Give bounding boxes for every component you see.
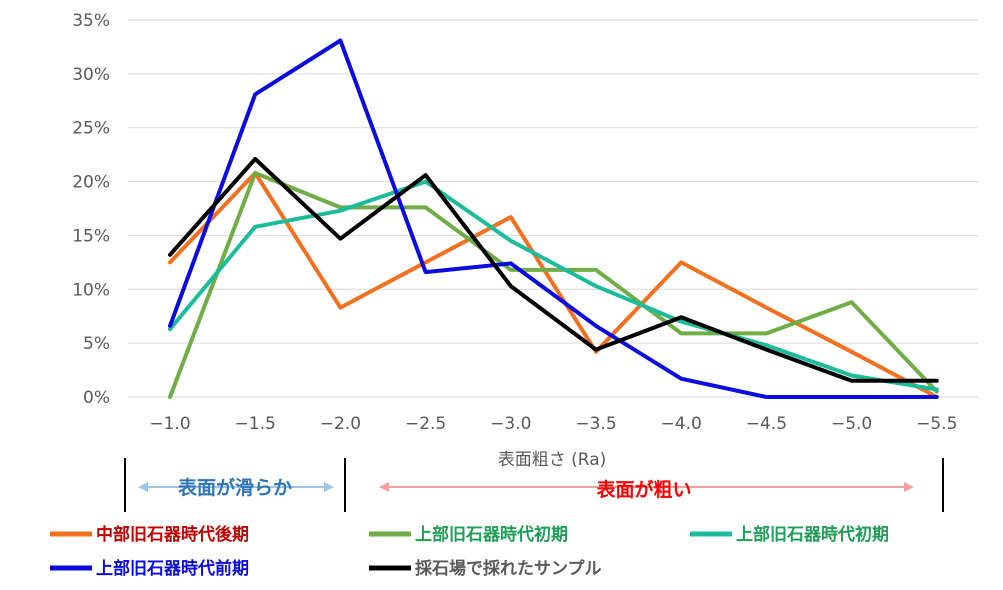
series-line-2 bbox=[168, 179, 939, 392]
series-line-4 bbox=[168, 157, 939, 383]
legend-label: 上部旧石器時代初期 bbox=[736, 524, 889, 545]
y-tick-label: 30% bbox=[72, 65, 110, 85]
x-axis-ticks: −1.0 −1.5 −2.0 −2.5 −3.0 −3.5 −4.0 −4.5 −5.0 −5.5 bbox=[149, 414, 957, 434]
legend-item-1: 上部旧石器時代初期 bbox=[369, 524, 568, 545]
x-tick-label: −4.5 bbox=[746, 414, 787, 434]
arrow-head-right bbox=[904, 482, 914, 492]
x-tick-label: −4.0 bbox=[661, 414, 702, 434]
legend-label: 採石場で採れたサンプル bbox=[415, 558, 602, 579]
x-tick-label: −3.0 bbox=[490, 414, 531, 434]
x-tick-label: −2.0 bbox=[320, 414, 361, 434]
legend-label: 上部旧石器時代初期 bbox=[415, 524, 568, 545]
y-tick-label: 10% bbox=[72, 280, 110, 300]
annotation-rough: 表面が粗い bbox=[596, 478, 691, 501]
x-tick-label: −5.0 bbox=[831, 414, 872, 434]
arrow-head-right bbox=[324, 482, 334, 492]
x-tick-label: −5.5 bbox=[916, 414, 957, 434]
grid-lines bbox=[128, 19, 978, 398]
arrow-head-left bbox=[138, 482, 148, 492]
legend-label: 中部旧石器時代後期 bbox=[96, 524, 249, 545]
series-line-0 bbox=[168, 171, 939, 399]
y-tick-label: 20% bbox=[72, 173, 110, 193]
y-tick-label: 25% bbox=[72, 119, 110, 139]
series-line-3 bbox=[168, 38, 939, 399]
x-tick-label: −1.5 bbox=[235, 414, 276, 434]
legend-label: 上部旧石器時代前期 bbox=[96, 558, 249, 579]
y-axis-ticks: 0% 5% 10% 15% 20% 25% 30% 35% bbox=[72, 11, 110, 408]
arrow-head-left bbox=[379, 482, 389, 492]
legend-item-0: 中部旧石器時代後期 bbox=[50, 524, 249, 545]
legend-item-3: 上部旧石器時代前期 bbox=[50, 558, 249, 579]
x-tick-label: −3.5 bbox=[575, 414, 616, 434]
smooth-arrow bbox=[138, 482, 334, 492]
x-tick-label: −2.5 bbox=[405, 414, 446, 434]
x-tick-label: −1.0 bbox=[149, 414, 190, 434]
legend-item-4: 採石場で採れたサンプル bbox=[369, 558, 602, 579]
y-tick-label: 15% bbox=[72, 226, 110, 246]
y-tick-label: 35% bbox=[72, 11, 110, 31]
series-lines bbox=[168, 38, 939, 399]
y-tick-label: 5% bbox=[83, 334, 110, 354]
annotation-smooth: 表面が滑らか bbox=[178, 476, 292, 499]
x-axis-label: 表面粗さ (Ra) bbox=[498, 450, 607, 470]
series-line-1 bbox=[168, 171, 939, 399]
rough-arrow bbox=[379, 482, 914, 492]
y-tick-label: 0% bbox=[83, 388, 110, 408]
legend-item-2: 上部旧石器時代初期 bbox=[690, 524, 889, 545]
